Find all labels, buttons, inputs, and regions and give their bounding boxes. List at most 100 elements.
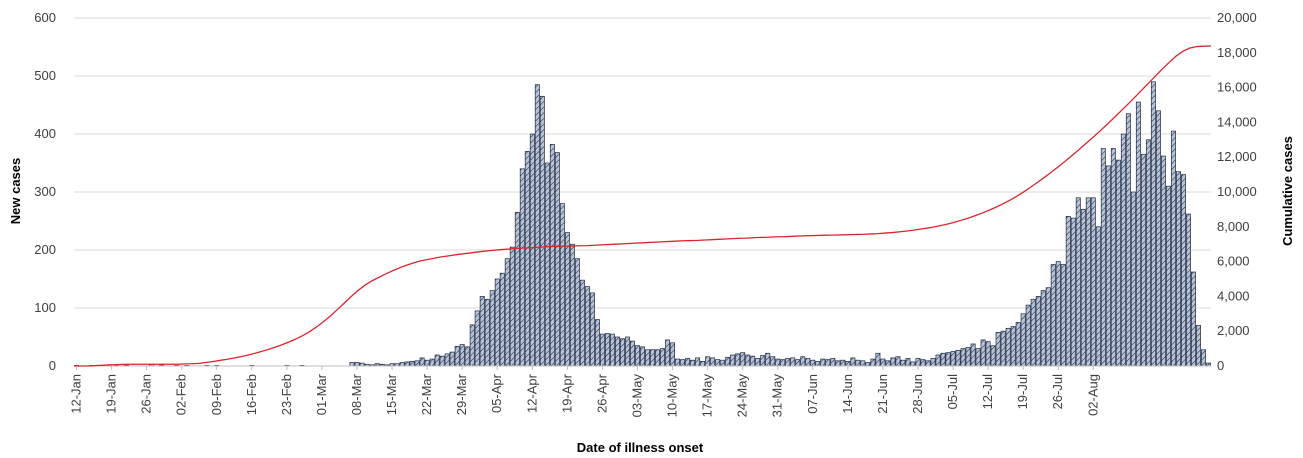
bar bbox=[1080, 209, 1086, 367]
bar bbox=[529, 133, 535, 367]
y-tick-label-right: 2,000 bbox=[1217, 323, 1250, 338]
x-tick-label: 12-Jul bbox=[980, 374, 995, 410]
y-tick-label-left: 500 bbox=[34, 68, 56, 83]
bar bbox=[885, 360, 891, 367]
bar bbox=[429, 358, 435, 367]
x-tick-label: 02-Feb bbox=[174, 374, 189, 415]
x-tick-label: 28-Jun bbox=[910, 374, 925, 414]
x-tick-label: 02-Aug bbox=[1085, 374, 1100, 416]
bar bbox=[800, 356, 806, 367]
x-tick-label: 05-Apr bbox=[489, 373, 504, 413]
bar bbox=[910, 361, 916, 367]
bar bbox=[795, 359, 801, 367]
x-tick-label: 05-Jul bbox=[945, 374, 960, 410]
bar bbox=[720, 359, 726, 367]
bar bbox=[454, 345, 460, 367]
bar bbox=[730, 354, 736, 367]
bar bbox=[710, 357, 716, 367]
bar bbox=[920, 359, 926, 367]
bar bbox=[995, 332, 1001, 367]
bar bbox=[820, 358, 826, 367]
bar bbox=[875, 352, 881, 367]
y-tick-label-right: 14,000 bbox=[1217, 114, 1257, 129]
bar bbox=[439, 355, 445, 367]
bar bbox=[895, 356, 901, 367]
bar bbox=[815, 361, 821, 367]
x-tick-label: 19-Jul bbox=[1015, 374, 1030, 410]
bar bbox=[1120, 133, 1126, 367]
x-tick-label: 23-Feb bbox=[279, 374, 294, 415]
bar bbox=[950, 351, 956, 367]
y-tick-label-right: 6,000 bbox=[1217, 254, 1250, 269]
bar bbox=[630, 340, 635, 367]
x-tick-label: 19-Jan bbox=[104, 374, 119, 414]
bar bbox=[1140, 153, 1146, 367]
bar bbox=[1145, 139, 1151, 367]
bar bbox=[479, 296, 485, 367]
bar bbox=[1125, 113, 1131, 367]
bar bbox=[494, 278, 500, 367]
bar bbox=[584, 286, 590, 367]
y-tick-label-right: 0 bbox=[1217, 358, 1224, 373]
bar bbox=[735, 353, 741, 367]
bar bbox=[349, 362, 355, 367]
bar bbox=[1186, 213, 1191, 367]
bar bbox=[640, 346, 645, 367]
bar bbox=[424, 359, 430, 367]
bar bbox=[504, 258, 510, 367]
bar bbox=[1100, 148, 1106, 367]
y-tick-label-left: 600 bbox=[34, 10, 56, 25]
x-tick-label: 31-May bbox=[770, 374, 785, 418]
bar bbox=[1055, 261, 1061, 367]
x-tick-label: 15-Mar bbox=[384, 373, 399, 415]
bar bbox=[635, 345, 640, 367]
y-tick-label-right: 16,000 bbox=[1217, 80, 1257, 95]
bar bbox=[985, 341, 991, 367]
bar bbox=[935, 354, 941, 367]
bar bbox=[1191, 271, 1196, 367]
y-axis-title-left: New cases bbox=[8, 158, 23, 225]
bar bbox=[645, 349, 650, 367]
bar bbox=[534, 84, 540, 367]
bar bbox=[1130, 191, 1136, 367]
y-tick-label-left: 0 bbox=[49, 358, 56, 373]
bar bbox=[660, 348, 665, 367]
bar bbox=[1175, 171, 1181, 367]
bar bbox=[1025, 304, 1031, 367]
bar bbox=[509, 246, 515, 367]
x-tick-label: 09-Feb bbox=[209, 374, 224, 415]
bar bbox=[434, 354, 440, 367]
y-ticks-left: 0 100 200 300 400 500 600 bbox=[34, 10, 56, 373]
bar bbox=[945, 352, 951, 367]
bar bbox=[1196, 325, 1201, 367]
x-ticks: 12-Jan 19-Jan 26-Jan 02-Feb 09-Feb 16-Feb 23-F… bbox=[69, 366, 1100, 418]
bar bbox=[514, 211, 520, 367]
bar bbox=[609, 333, 615, 367]
bar bbox=[1070, 217, 1076, 367]
x-tick-label: 08-Mar bbox=[349, 373, 364, 415]
x-tick-label: 10-May bbox=[665, 374, 680, 418]
bar bbox=[519, 168, 525, 367]
x-tick-label: 03-May bbox=[629, 374, 644, 418]
y-tick-label-left: 400 bbox=[34, 126, 56, 141]
bar bbox=[1045, 287, 1051, 367]
bar bbox=[459, 344, 465, 367]
bar bbox=[579, 279, 585, 367]
bar bbox=[855, 359, 861, 367]
bar bbox=[1000, 330, 1006, 367]
bar bbox=[675, 358, 681, 367]
bar bbox=[620, 338, 625, 367]
bar bbox=[930, 358, 936, 367]
bar bbox=[569, 243, 575, 367]
x-tick-label: 26-Jan bbox=[139, 374, 154, 414]
bar bbox=[354, 362, 360, 367]
x-tick-label: 01-Mar bbox=[314, 373, 329, 415]
bar bbox=[990, 345, 996, 367]
bar bbox=[830, 358, 836, 367]
x-tick-label: 29-Mar bbox=[454, 373, 469, 415]
bar bbox=[695, 357, 701, 367]
bar bbox=[655, 349, 660, 367]
bar bbox=[685, 358, 691, 367]
bar bbox=[725, 356, 731, 367]
